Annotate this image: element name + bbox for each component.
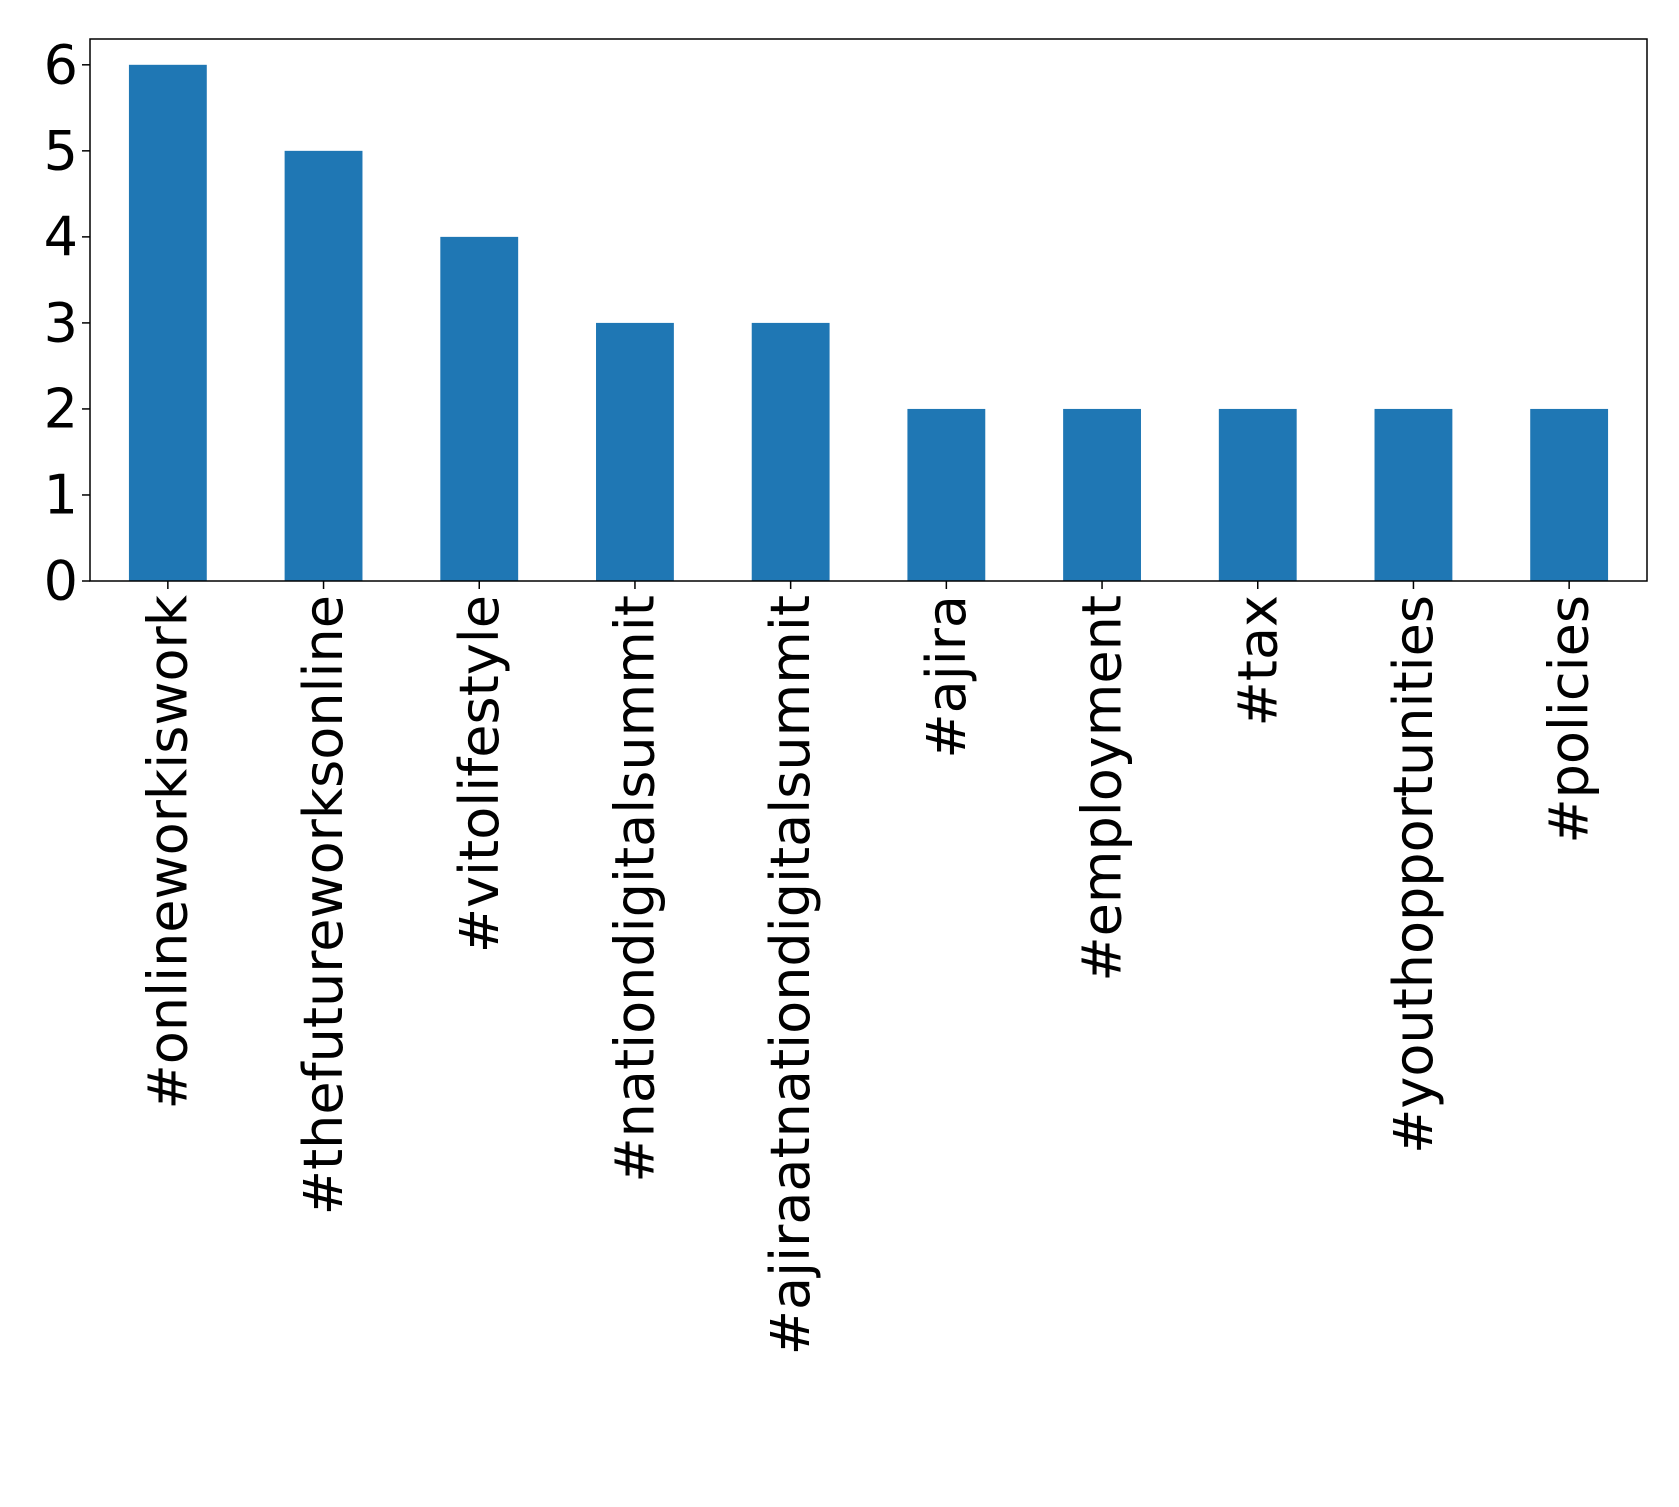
bars-layer xyxy=(128,64,1609,581)
bar xyxy=(1374,408,1453,581)
y-tick-label: 5 xyxy=(44,119,78,182)
y-tick-label: 4 xyxy=(44,205,78,268)
x-tick-label: #policies xyxy=(1538,595,1601,844)
bar xyxy=(1218,408,1297,581)
plot-frame xyxy=(89,38,1648,582)
bar xyxy=(907,408,986,581)
bar xyxy=(751,322,830,581)
bar xyxy=(128,64,207,581)
y-axis: 0 1 2 3 4 5 6 xyxy=(44,33,90,613)
x-tick-label: #tax xyxy=(1226,595,1289,726)
bar xyxy=(596,322,674,581)
x-tick-label: #ajira xyxy=(915,595,978,759)
x-tick-label: #ajiraatnationdigitalsummit xyxy=(759,595,822,1355)
x-tick-label: #onlineworkiswork xyxy=(136,594,199,1109)
bar xyxy=(1063,408,1141,581)
x-tick-label: #vitolifestyle xyxy=(448,595,511,953)
y-tick-label: 3 xyxy=(44,291,78,354)
bar xyxy=(284,150,363,581)
y-tick-label: 1 xyxy=(44,463,78,526)
x-tick-label: #youthopportunities xyxy=(1382,595,1445,1154)
x-tick-label: #thefutureworksonline xyxy=(292,595,355,1215)
x-axis: #onlineworkiswork #thefutureworksonline #v… xyxy=(136,581,1601,1355)
bar xyxy=(1530,408,1609,581)
bar xyxy=(440,236,519,581)
x-tick-label: #nationdigitalsummit xyxy=(603,595,666,1183)
x-tick-label: #employment xyxy=(1071,595,1134,982)
y-tick-label: 2 xyxy=(44,377,78,440)
y-tick-label: 0 xyxy=(44,550,78,613)
y-tick-label: 6 xyxy=(44,33,78,96)
